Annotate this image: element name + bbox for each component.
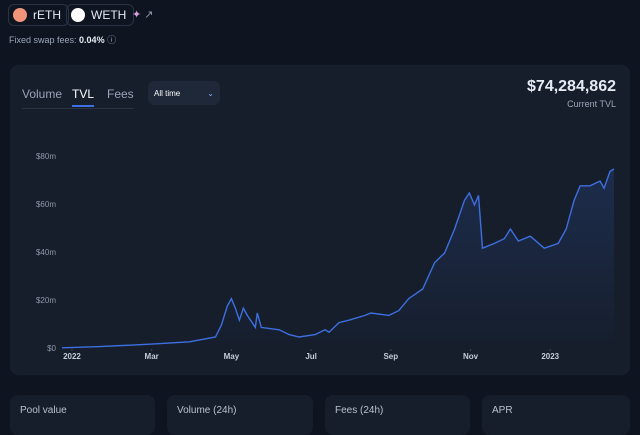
token-pill[interactable]: WETH: [66, 4, 135, 26]
tvl-label: Current TVL: [567, 99, 616, 109]
x-tick-label: 2023: [541, 352, 559, 361]
x-tick-label: May: [224, 352, 240, 361]
tab[interactable]: Fees: [107, 87, 134, 101]
y-tick-label: $0: [47, 344, 56, 353]
y-tick-label: $80m: [36, 152, 56, 161]
dropdown-label: All time: [154, 88, 181, 98]
icons: ✦ ↗: [132, 9, 154, 21]
token: WETH: [91, 8, 127, 22]
stat-card: Fees (24h): [325, 395, 470, 435]
token-pill[interactable]: rETH: [8, 4, 69, 26]
dropdown[interactable]: All time ⌄: [148, 81, 220, 105]
stat-card: Pool value: [10, 395, 155, 435]
x-tick-label: 2022: [63, 352, 81, 361]
tab-rule: [22, 108, 134, 109]
area: [62, 169, 615, 349]
tab[interactable]: Volume: [22, 87, 63, 101]
x-tick-label: Sep: [383, 352, 398, 361]
fee-line: Fixed swap fees: 0.04% ⓘ: [9, 35, 117, 45]
fee-label: Fixed swap fees:: [9, 35, 77, 45]
x-tick-label: Jul: [305, 352, 317, 361]
y-tick-label: $20m: [36, 296, 56, 305]
line: [61, 168, 615, 349]
x-tick-label: Mar: [145, 352, 159, 361]
token: rETH: [33, 8, 61, 22]
y-tick-label: $60m: [36, 200, 56, 209]
tab-active[interactable]: TVL: [72, 87, 95, 107]
stat-card: Volume (24h): [167, 395, 313, 435]
fee-value: 0.04%: [79, 35, 105, 45]
tvl-value: $74,284,862: [527, 78, 616, 95]
x-tick-label: Nov: [463, 352, 479, 361]
y-tick-label: $40m: [36, 248, 56, 257]
stat-card: APR: [482, 395, 630, 435]
